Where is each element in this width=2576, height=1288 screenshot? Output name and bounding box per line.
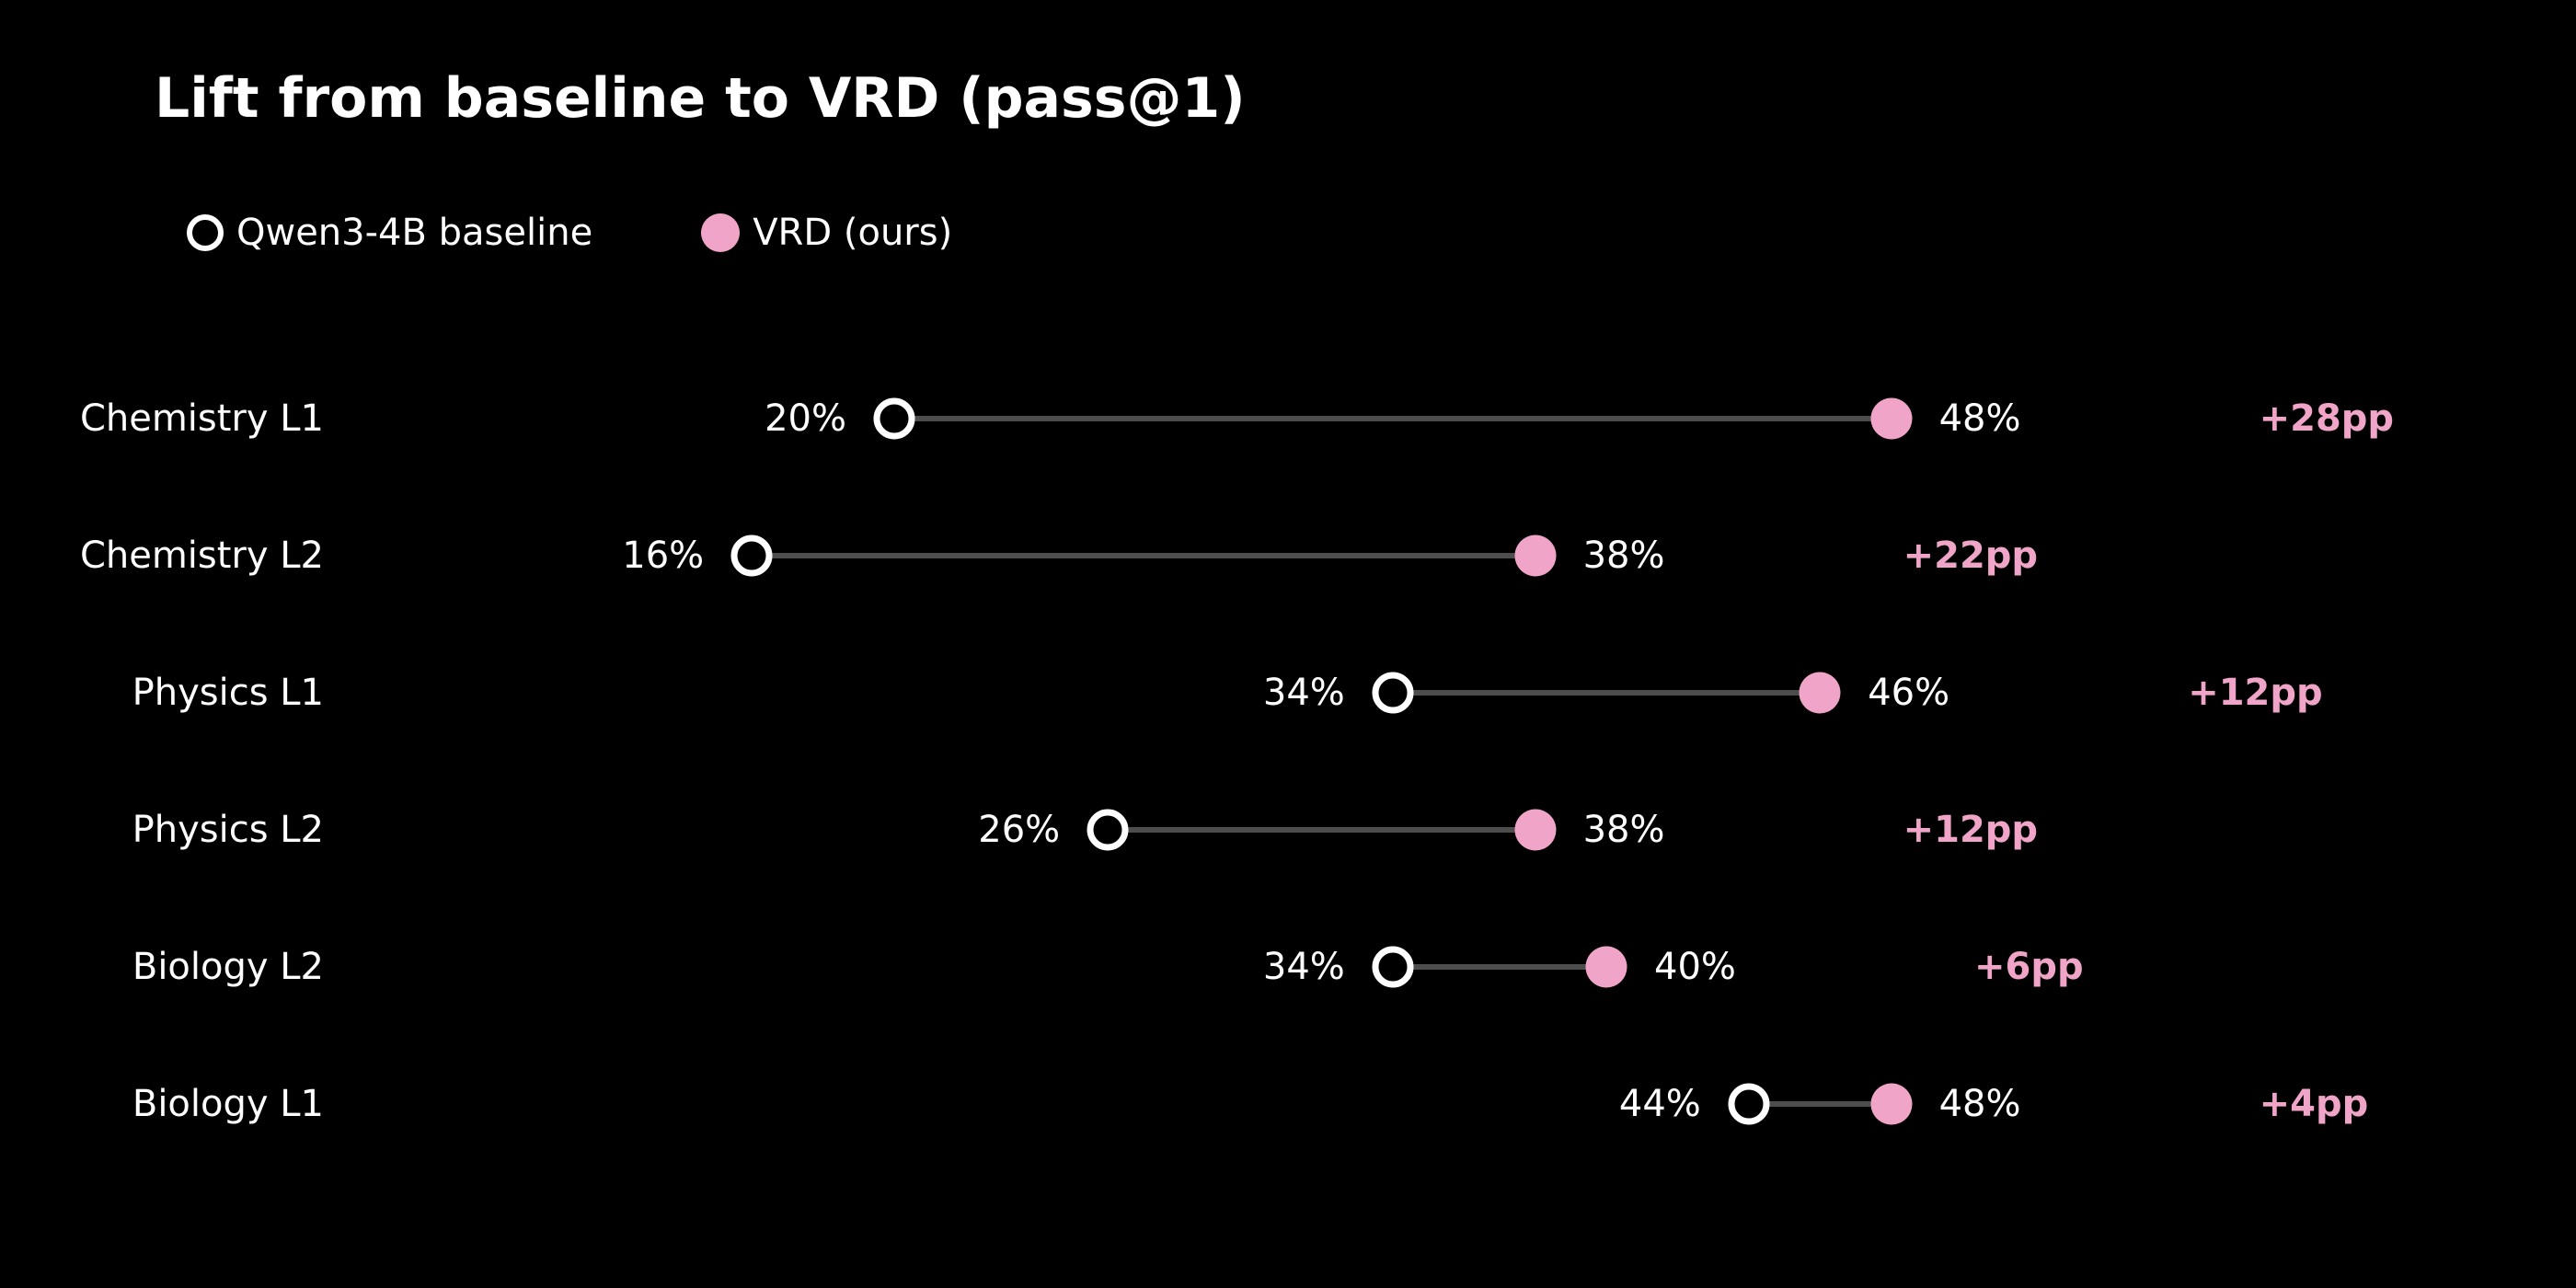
lift-label: +6pp	[1974, 946, 2084, 988]
vrd-dot	[1585, 946, 1627, 988]
lift-label: +22pp	[1903, 535, 2039, 577]
filled-circle-icon	[701, 213, 741, 252]
legend-label-baseline: Qwen3-4B baseline	[236, 212, 593, 254]
category-label: Physics L1	[132, 672, 324, 714]
connector-line	[1392, 964, 1606, 970]
lift-label: +12pp	[1903, 809, 2039, 851]
lift-label: +12pp	[2188, 672, 2323, 714]
vrd-dot	[1799, 672, 1841, 714]
lift-label: +28pp	[2259, 397, 2395, 440]
connector-line	[1748, 1101, 1892, 1107]
lift-label: +4pp	[2259, 1083, 2369, 1125]
vrd-dot	[1514, 535, 1557, 577]
vrd-dot	[1870, 1083, 1913, 1125]
connector-line	[1108, 827, 1535, 833]
category-label: Biology L2	[132, 946, 324, 988]
category-label: Physics L2	[132, 809, 324, 851]
baseline-dot	[1087, 809, 1129, 851]
vrd-dot	[1514, 809, 1557, 851]
category-label: Chemistry L2	[79, 535, 324, 577]
legend: Qwen3-4B baseline VRD (ours)	[187, 212, 952, 254]
baseline-dot	[1372, 672, 1414, 714]
category-label: Chemistry L1	[79, 397, 324, 440]
category-label: Biology L1	[132, 1083, 324, 1125]
baseline-value-label: 34%	[1262, 946, 1345, 988]
baseline-value-label: 20%	[765, 397, 846, 440]
vrd-value-label: 46%	[1868, 672, 1950, 714]
baseline-value-label: 44%	[1618, 1083, 1701, 1125]
vrd-value-label: 48%	[1938, 1083, 2021, 1125]
baseline-value-label: 26%	[978, 809, 1061, 851]
legend-item-vrd: VRD (ours)	[701, 212, 952, 254]
legend-label-vrd: VRD (ours)	[753, 212, 953, 254]
open-circle-icon	[187, 214, 224, 251]
baseline-dot	[730, 535, 773, 577]
baseline-value-label: 34%	[1262, 672, 1345, 714]
baseline-value-label: 16%	[622, 535, 705, 577]
chart-title: Lift from baseline to VRD (pass@1)	[155, 66, 1246, 131]
vrd-dot	[1870, 397, 1913, 440]
connector-line	[894, 416, 1892, 421]
vrd-value-label: 40%	[1654, 946, 1736, 988]
connector-line	[1392, 690, 1821, 696]
baseline-dot	[1728, 1083, 1770, 1125]
baseline-dot	[1372, 946, 1414, 988]
vrd-value-label: 48%	[1938, 397, 2021, 440]
connector-line	[752, 553, 1535, 558]
baseline-dot	[873, 397, 915, 440]
vrd-value-label: 38%	[1582, 809, 1665, 851]
legend-item-baseline: Qwen3-4B baseline	[187, 212, 592, 254]
vrd-value-label: 38%	[1582, 535, 1665, 577]
